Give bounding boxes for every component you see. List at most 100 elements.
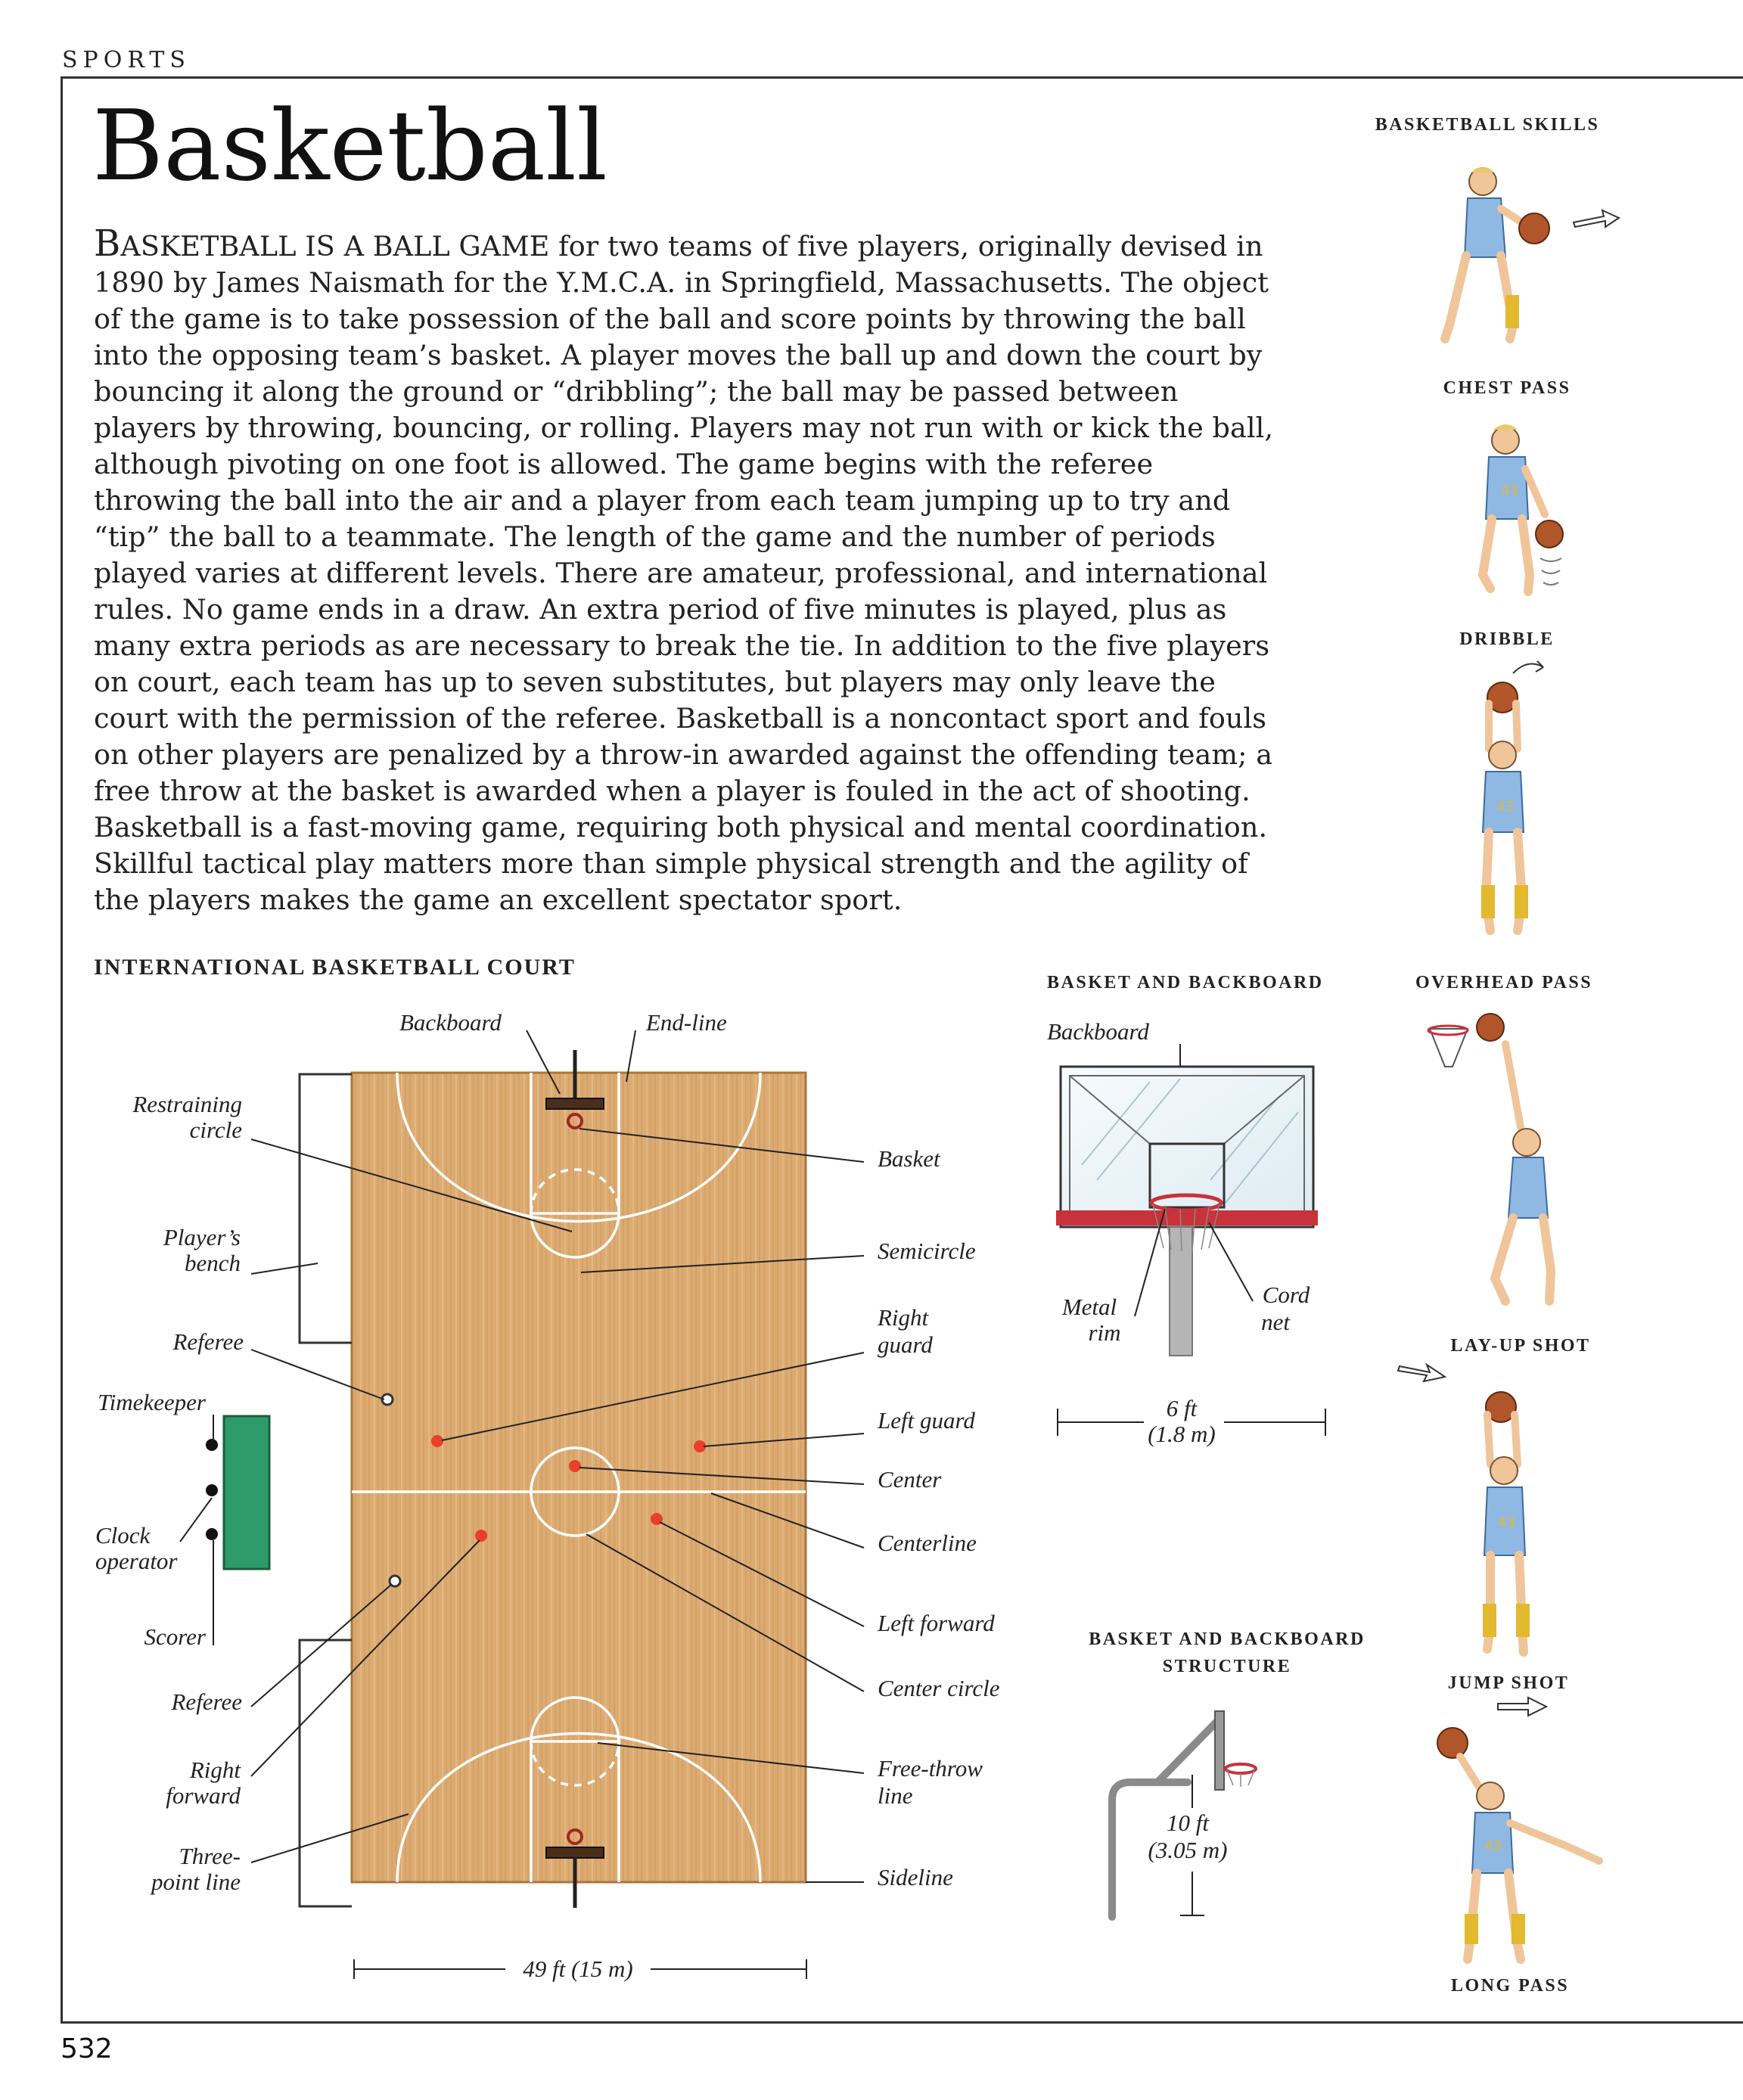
- backboard-label: Backboard: [1047, 1018, 1149, 1045]
- court-label-players-bench: Player’s: [163, 1224, 241, 1250]
- metal-rim: [1149, 1193, 1223, 1213]
- players-bench-bottom: [298, 1639, 352, 1908]
- free-throw-arc-bottom: [530, 1696, 620, 1742]
- court-label-players-bench-2: bench: [185, 1250, 241, 1276]
- right-guard-dot: [431, 1435, 443, 1447]
- court-label-center: Center: [878, 1466, 942, 1493]
- metal-rim-label: Metal: [1061, 1294, 1117, 1320]
- court-leader-lines: [179, 1030, 865, 1883]
- court-label-clock-operator: Clock: [95, 1522, 151, 1549]
- court-label-timekeeper: Timekeeper: [98, 1389, 207, 1415]
- skill-label-overhead-pass: OVERHEAD PASS: [1415, 973, 1592, 993]
- skills-heading: BASKETBALL SKILLS: [1375, 115, 1600, 135]
- scorer-dot: [206, 1528, 218, 1540]
- backboard-width-label-2: (1.8 m): [1148, 1421, 1216, 1447]
- backboard-panel: BASKET AND BACKBOARD Backboard Metal rim…: [1047, 973, 1326, 1447]
- page-number: 532: [61, 2033, 113, 2064]
- backboard-target-square: [1148, 1142, 1226, 1209]
- backboard-base: [1056, 1210, 1318, 1226]
- court-label-right-guard-2: guard: [878, 1331, 933, 1358]
- basket-bottom: [545, 1828, 604, 1908]
- jump-shot-figure: 43: [1397, 1362, 1530, 1657]
- bottom-rule: [61, 2021, 1743, 2024]
- svg-text:43: 43: [1501, 483, 1518, 499]
- center-dot: [569, 1460, 581, 1472]
- court-label-referee-top: Referee: [172, 1328, 244, 1355]
- skills-column: BASKETBALL SKILLS CHEST PASS 43: [1375, 115, 1621, 1996]
- court-label-right-forward: Right: [189, 1757, 242, 1783]
- court-label-right-forward-2: forward: [166, 1782, 241, 1809]
- svg-text:43: 43: [1484, 1838, 1502, 1854]
- court-label-left-guard: Left guard: [877, 1407, 975, 1434]
- timekeeper-dot: [206, 1439, 218, 1451]
- intro-lead-caps: ASKETBALL IS A BALL GAME: [120, 230, 550, 262]
- court-label-left-forward: Left forward: [877, 1610, 995, 1636]
- court-diagram: Backboard End-line Restraining circle Pl…: [95, 1009, 1000, 1982]
- intro-drop-letter: B: [94, 222, 121, 265]
- structure-heading: BASKET AND BACKBOARD: [1089, 1629, 1366, 1649]
- top-rule: [61, 76, 1743, 79]
- court-label-free-throw-line-2: line: [878, 1782, 913, 1809]
- cord-net-label-2: net: [1261, 1309, 1291, 1335]
- lane-bottom: [530, 1740, 620, 1882]
- court-floor: [350, 1071, 807, 1884]
- long-pass-figure: 43: [1437, 1696, 1603, 1964]
- skill-label-jump-shot: JUMP SHOT: [1448, 1673, 1570, 1693]
- court-label-restraining-circle-2: circle: [190, 1117, 243, 1143]
- court-label-sideline: Sideline: [878, 1864, 953, 1890]
- backboard-heading: BASKET AND BACKBOARD: [1047, 973, 1324, 993]
- cord-net: [1152, 1204, 1220, 1252]
- skill-label-lay-up-shot: LAY-UP SHOT: [1450, 1336, 1590, 1356]
- dribble-figure: 43: [1477, 424, 1564, 596]
- right-forward-dot: [475, 1530, 487, 1542]
- cord-net-label: Cord: [1263, 1281, 1310, 1308]
- court-heading: INTERNATIONAL BASKETBALL COURT: [94, 955, 576, 980]
- court-label-semicircle: Semicircle: [878, 1238, 976, 1264]
- left-guard-dot: [694, 1440, 706, 1452]
- court-label-center-circle: Center circle: [878, 1675, 1000, 1701]
- left-rule: [61, 76, 63, 2023]
- overhead-pass-figure: 43: [1480, 660, 1544, 935]
- backboard-width-dimension: [1057, 1409, 1326, 1436]
- court-label-scorer: Scorer: [144, 1623, 207, 1650]
- lane-top: [530, 1073, 620, 1215]
- court-label-three-point-line: Three-: [179, 1843, 241, 1869]
- court-label-end-line: End-line: [645, 1009, 727, 1036]
- intro-paragraph: BASKETBALL IS A BALL GAME for two teams …: [94, 225, 1282, 918]
- court-label-referee-bottom: Referee: [171, 1688, 243, 1715]
- three-point-arc-bottom: [396, 1732, 762, 1883]
- court-label-basket: Basket: [878, 1145, 941, 1172]
- court-label-right-guard: Right: [877, 1304, 930, 1331]
- court-width-label: 49 ft (15 m): [523, 1956, 633, 1982]
- free-throw-arc-top: [530, 1213, 620, 1259]
- court-width-dimension: [353, 1959, 807, 1979]
- court-label-backboard: Backboard: [399, 1009, 502, 1036]
- clock-operator-dot: [206, 1484, 218, 1496]
- structure-height-dimension: [1180, 1775, 1204, 1916]
- referee-bottom-dot: [388, 1574, 402, 1588]
- chest-pass-figure: [1440, 167, 1621, 343]
- court-label-restraining-circle: Restraining: [132, 1091, 242, 1117]
- center-circle-mark: [530, 1446, 620, 1537]
- player-dots: [431, 1435, 706, 1542]
- backboard-width-label: 6 ft: [1167, 1395, 1198, 1421]
- intro-body: for two teams of five players, originall…: [94, 230, 1274, 916]
- skill-label-long-pass: LONG PASS: [1451, 1976, 1569, 1996]
- structure-heading-2: STRUCTURE: [1163, 1657, 1292, 1676]
- free-throw-arc-bottom-dash: [530, 1741, 620, 1787]
- svg-text:43: 43: [1496, 799, 1514, 815]
- referee-top-dot: [381, 1393, 394, 1406]
- metal-rim-label-2: rim: [1088, 1319, 1120, 1346]
- court-label-centerline: Centerline: [878, 1530, 977, 1556]
- backboard-pole: [1169, 1226, 1193, 1356]
- svg-text:43: 43: [1498, 1514, 1515, 1530]
- structure-height-label-2: (3.05 m): [1148, 1837, 1227, 1863]
- skill-label-dribble: DRIBBLE: [1459, 629, 1555, 649]
- section-label: SPORTS: [62, 47, 191, 73]
- players-bench-top: [298, 1073, 352, 1344]
- skill-label-chest-pass: CHEST PASS: [1443, 378, 1571, 398]
- court-label-free-throw-line: Free-throw: [877, 1755, 983, 1782]
- structure-panel: BASKET AND BACKBOARD STRUCTURE 10 ft (3.…: [1089, 1629, 1366, 1921]
- page-title: Basketball: [92, 90, 607, 203]
